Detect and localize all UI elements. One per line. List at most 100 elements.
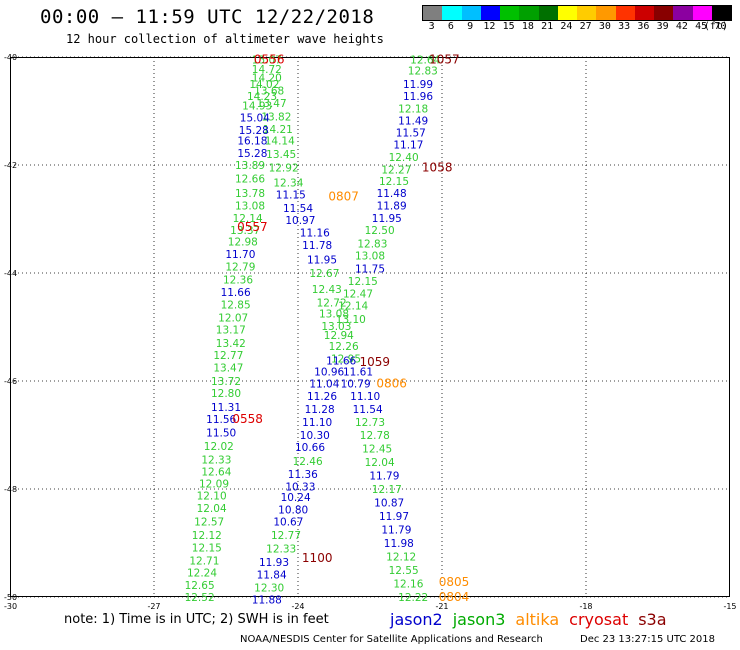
colorbar-swatch [480,6,500,20]
pass-time-label: 1100 [302,551,333,565]
wave-height-value: 12.46 [293,456,323,468]
wave-height-value: 10.96 [314,366,344,378]
wave-height-value: 11.31 [211,402,241,414]
wave-height-value: 14.02 [249,79,279,91]
wave-height-value: 12.83 [408,66,438,78]
wave-height-value: 11.04 [309,379,339,391]
colorbar-label: 6 [447,21,454,32]
wave-height-value: 11.98 [384,538,414,550]
wave-height-value: 10.79 [341,379,371,391]
colorbar-swatch [538,6,558,20]
wave-height-value: 11.61 [343,366,373,378]
wave-height-value: 13.47 [257,98,287,110]
wave-height-value: 12.45 [362,444,392,456]
page-title: 00:00 – 11:59 UTC 12/22/2018 [40,6,375,28]
wave-height-value: 10.24 [281,492,311,504]
wave-height-value: 12.43 [312,284,342,296]
wave-height-value: 12.94 [324,330,354,342]
colorbar-swatch [654,6,674,20]
wave-height-value: 12.14 [233,213,263,225]
lat-tick-label: -44 [4,269,17,278]
wave-height-value: 11.49 [398,116,428,128]
wave-height-value: 11.93 [259,557,289,569]
wave-height-map: -40 -42 -44 -46 -48 -50 -27 -24 -21 -18 -15 -30 15.0… [4,53,737,611]
pass-time-label: 0558 [232,412,263,426]
wave-height-value: 13.72 [211,376,241,388]
pass-time-label: 0806 [376,377,407,391]
colorbar-swatch [423,6,443,20]
lat-tick-label: -42 [4,161,17,170]
wave-height-value: 12.83 [357,238,387,250]
wave-height-value: 11.88 [252,595,282,607]
wave-height-value: 13.03 [321,321,351,333]
wave-height-value: 12.10 [197,490,227,502]
colorbar-swatch [500,6,520,20]
lon-tick-label: -18 [579,602,592,611]
wave-height-value: 12.55 [389,565,419,577]
colorbar-swatch [711,6,731,20]
wave-height-value: 11.50 [206,427,236,439]
pass-time-label: 1057 [429,53,460,67]
wave-height-value: 12.73 [355,417,385,429]
colorbar-label: 33 [618,21,631,32]
wave-height-value: 14.20 [252,73,282,85]
wave-height-value: 12.67 [309,268,339,280]
wave-height-value: 12.02 [204,441,234,453]
wave-height-value: 11.54 [283,203,313,215]
colorbar-label: 36 [637,21,650,32]
wave-height-value: 12.85 [221,299,251,311]
wave-height-value: 12.66 [235,174,265,186]
wave-height-value: 12.47 [343,289,373,301]
wave-height-value: 12.14 [338,300,368,312]
pass-time-label: 1059 [360,355,391,369]
wave-height-value: 12.80 [211,388,241,400]
colorbar-swatch [673,6,693,20]
colorbar-swatch [577,6,597,20]
wave-height-value: 12.40 [389,152,419,164]
wave-height-value: 15.07 [252,55,282,67]
wave-height-value: 10.97 [285,215,315,227]
colorbar-swatch [596,6,616,20]
wave-height-value: 10.67 [273,516,303,528]
colorbar-swatch [692,6,712,20]
wave-height-value: 13.37 [230,225,260,237]
wave-height-value: 12.77 [271,530,301,542]
wave-height-value: 11.10 [302,417,332,429]
wave-height-value: 15.28 [237,148,267,160]
wave-height-value: 12.12 [192,530,222,542]
legend-item-jason2: jason2 [390,610,443,629]
wave-height-value: 11.95 [307,255,337,267]
wave-height-value: 12.22 [398,592,428,604]
colorbar-label: 12 [483,21,496,32]
colorbar-label: 70 [714,21,727,32]
wave-height-value: 14.72 [252,64,282,76]
wave-height-value: 11.17 [393,139,423,151]
wave-height-value: 12.07 [218,312,248,324]
wave-height-value: 12.50 [365,225,395,237]
wave-height-value: 13.78 [235,188,265,200]
pass-time-label: 0805 [439,575,470,589]
wave-height-value: 14.23 [247,91,277,103]
wave-height-value: 13.08 [235,201,265,213]
wave-height-value: 11.15 [276,190,306,202]
lat-tick-label: -46 [4,377,17,386]
wave-height-value: 11.75 [355,264,385,276]
lat-tick-label: -40 [4,53,17,62]
colorbar-swatch [461,6,481,20]
colorbar-swatch [557,6,577,20]
colorbar-label: 27 [579,21,592,32]
colorbar-swatch [634,6,654,20]
wave-height-value: 10.30 [300,430,330,442]
wave-height-value: 12.95 [331,353,361,365]
wave-height-value: 12.15 [348,276,378,288]
wave-height-value: 13.82 [261,111,291,123]
wave-height-value: 11.89 [377,201,407,213]
wave-height-value: 10.66 [295,442,325,454]
legend-item-altika: altika [515,610,560,629]
wave-height-value: 11.16 [300,228,330,240]
wave-height-value: 11.26 [307,391,337,403]
pass-time-label: 0804 [439,590,470,604]
legend-item-cryosat: cryosat [569,610,629,629]
wave-height-value: 12.09 [199,479,229,491]
wave-height-value: 11.97 [379,511,409,523]
